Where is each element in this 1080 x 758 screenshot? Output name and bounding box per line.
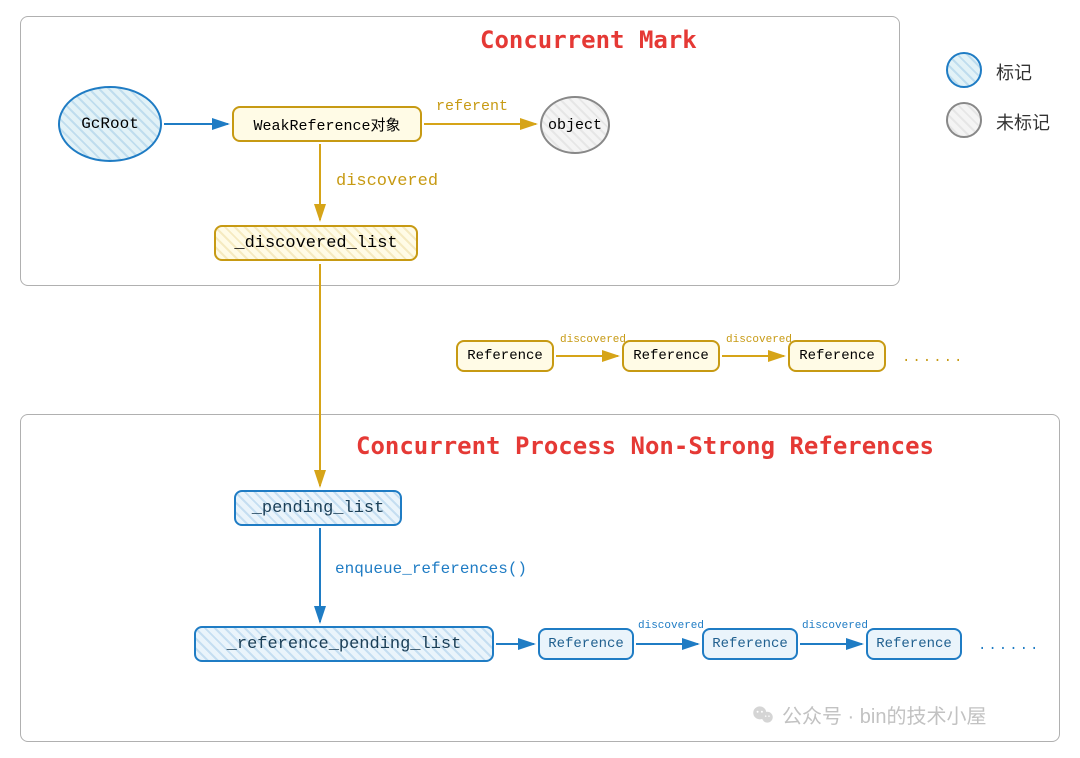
arrows-layer xyxy=(0,0,1080,758)
